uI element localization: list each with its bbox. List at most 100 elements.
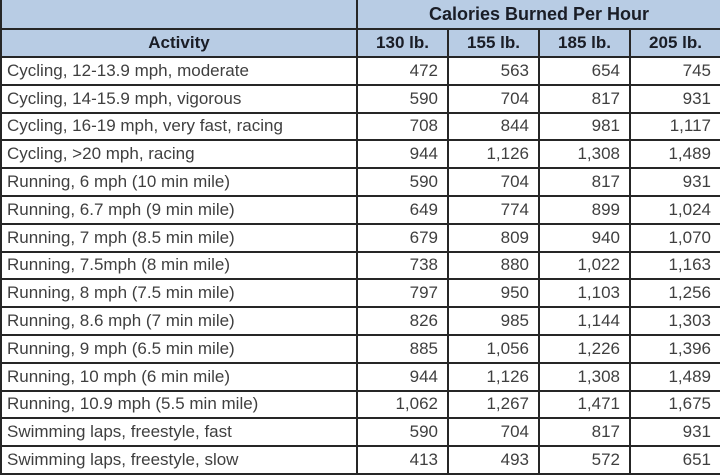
calories-value-cell: 1,489 <box>629 361 720 392</box>
table-body: Cycling, 12-13.9 mph, moderate 472 563 654 7… <box>0 56 720 475</box>
calories-value-cell: 1,267 <box>447 389 540 420</box>
calories-value-cell: 704 <box>447 417 540 448</box>
table-row: Running, 10 mph (6 min mile) 944 1,126 1,30… <box>0 361 720 392</box>
corner-empty-cell <box>0 0 358 30</box>
calories-value-cell: 1,117 <box>629 111 720 142</box>
calories-value-cell: 708 <box>356 111 449 142</box>
table-title: Calories Burned Per Hour <box>356 0 720 30</box>
calories-value-cell: 738 <box>356 250 449 281</box>
calories-value-cell: 985 <box>447 306 540 336</box>
activity-cell: Swimming laps, freestyle, slow <box>0 445 358 475</box>
calories-value-cell: 844 <box>447 111 540 142</box>
table-row: Running, 10.9 mph (5.5 min mile) 1,062 1,2… <box>0 389 720 420</box>
weight-column-header-130: 130 lb. <box>356 28 449 58</box>
calories-value-cell: 651 <box>629 445 720 475</box>
activity-cell: Running, 10 mph (6 min mile) <box>0 361 358 392</box>
calories-value-cell: 413 <box>356 445 449 475</box>
table-header: Calories Burned Per Hour Activity 130 lb… <box>0 0 720 58</box>
activity-cell: Running, 6.7 mph (9 min mile) <box>0 194 358 225</box>
activity-cell: Cycling, 14-15.9 mph, vigorous <box>0 83 358 114</box>
calories-value-cell: 931 <box>629 167 720 197</box>
activity-cell: Running, 6 mph (10 min mile) <box>0 167 358 197</box>
calories-value-cell: 1,256 <box>629 278 720 309</box>
calories-value-cell: 472 <box>356 56 449 86</box>
calories-value-cell: 1,226 <box>538 333 631 364</box>
calories-value-cell: 1,103 <box>538 278 631 309</box>
calories-value-cell: 493 <box>447 445 540 475</box>
calories-value-cell: 931 <box>629 83 720 114</box>
calories-value-cell: 1,675 <box>629 389 720 420</box>
weight-column-header-205: 205 lb. <box>629 28 720 58</box>
table-row: Swimming laps, freestyle, fast 590 704 817 9… <box>0 417 720 448</box>
calories-value-cell: 1,144 <box>538 306 631 336</box>
table-row: Swimming laps, freestyle, slow 413 493 572 6… <box>0 445 720 475</box>
calories-value-cell: 745 <box>629 56 720 86</box>
calories-value-cell: 817 <box>538 167 631 197</box>
calories-value-cell: 563 <box>447 56 540 86</box>
calories-value-cell: 590 <box>356 167 449 197</box>
table-row: Cycling, 14-15.9 mph, vigorous 590 704 817 9… <box>0 83 720 114</box>
calories-value-cell: 1,489 <box>629 139 720 170</box>
table-row: Running, 7 mph (8.5 min mile) 679 809 940 1,… <box>0 222 720 253</box>
calories-value-cell: 944 <box>356 361 449 392</box>
activity-cell: Running, 10.9 mph (5.5 min mile) <box>0 389 358 420</box>
calories-value-cell: 1,022 <box>538 250 631 281</box>
calories-value-cell: 654 <box>538 56 631 86</box>
calories-value-cell: 950 <box>447 278 540 309</box>
calories-value-cell: 797 <box>356 278 449 309</box>
table-row: Running, 8.6 mph (7 min mile) 826 985 1,144… <box>0 306 720 336</box>
activity-cell: Running, 8 mph (7.5 min mile) <box>0 278 358 309</box>
activity-cell: Swimming laps, freestyle, fast <box>0 417 358 448</box>
table-row: Cycling, 16-19 mph, very fast, racing 708… <box>0 111 720 142</box>
calories-value-cell: 1,024 <box>629 194 720 225</box>
calories-value-cell: 1,056 <box>447 333 540 364</box>
calories-value-cell: 826 <box>356 306 449 336</box>
calories-value-cell: 940 <box>538 222 631 253</box>
calories-value-cell: 809 <box>447 222 540 253</box>
activity-column-header: Activity <box>0 28 358 58</box>
table-row: Running, 7.5mph (8 min mile) 738 880 1,022 1… <box>0 250 720 281</box>
calories-value-cell: 1,126 <box>447 139 540 170</box>
table-row: Running, 9 mph (6.5 min mile) 885 1,056 1,2… <box>0 333 720 364</box>
table-row: Running, 6 mph (10 min mile) 590 704 817 931 <box>0 167 720 197</box>
weight-column-header-155: 155 lb. <box>447 28 540 58</box>
calories-value-cell: 1,308 <box>538 361 631 392</box>
activity-cell: Running, 7.5mph (8 min mile) <box>0 250 358 281</box>
table-row: Running, 8 mph (7.5 min mile) 797 950 1,103… <box>0 278 720 309</box>
activity-cell: Cycling, 16-19 mph, very fast, racing <box>0 111 358 142</box>
activity-cell: Running, 9 mph (6.5 min mile) <box>0 333 358 364</box>
weight-column-header-185: 185 lb. <box>538 28 631 58</box>
activity-cell: Cycling, >20 mph, racing <box>0 139 358 170</box>
calories-value-cell: 649 <box>356 194 449 225</box>
calories-value-cell: 880 <box>447 250 540 281</box>
calories-value-cell: 817 <box>538 83 631 114</box>
calories-value-cell: 1,471 <box>538 389 631 420</box>
calories-value-cell: 817 <box>538 417 631 448</box>
table-title-row: Calories Burned Per Hour <box>0 0 720 30</box>
table-row: Cycling, >20 mph, racing 944 1,126 1,308 1,4… <box>0 139 720 170</box>
calories-value-cell: 704 <box>447 83 540 114</box>
calories-value-cell: 704 <box>447 167 540 197</box>
calories-value-cell: 1,163 <box>629 250 720 281</box>
calories-value-cell: 1,126 <box>447 361 540 392</box>
calories-value-cell: 944 <box>356 139 449 170</box>
calories-value-cell: 1,062 <box>356 389 449 420</box>
calories-value-cell: 899 <box>538 194 631 225</box>
calories-value-cell: 1,308 <box>538 139 631 170</box>
calories-value-cell: 981 <box>538 111 631 142</box>
activity-cell: Running, 7 mph (8.5 min mile) <box>0 222 358 253</box>
activity-cell: Running, 8.6 mph (7 min mile) <box>0 306 358 336</box>
calories-value-cell: 590 <box>356 417 449 448</box>
table-row: Cycling, 12-13.9 mph, moderate 472 563 654 7… <box>0 56 720 86</box>
calories-value-cell: 1,396 <box>629 333 720 364</box>
calories-value-cell: 1,070 <box>629 222 720 253</box>
calories-value-cell: 1,303 <box>629 306 720 336</box>
table-row: Running, 6.7 mph (9 min mile) 649 774 899 1,… <box>0 194 720 225</box>
calories-value-cell: 590 <box>356 83 449 114</box>
calories-value-cell: 931 <box>629 417 720 448</box>
calories-value-cell: 679 <box>356 222 449 253</box>
activity-cell: Cycling, 12-13.9 mph, moderate <box>0 56 358 86</box>
calories-value-cell: 572 <box>538 445 631 475</box>
